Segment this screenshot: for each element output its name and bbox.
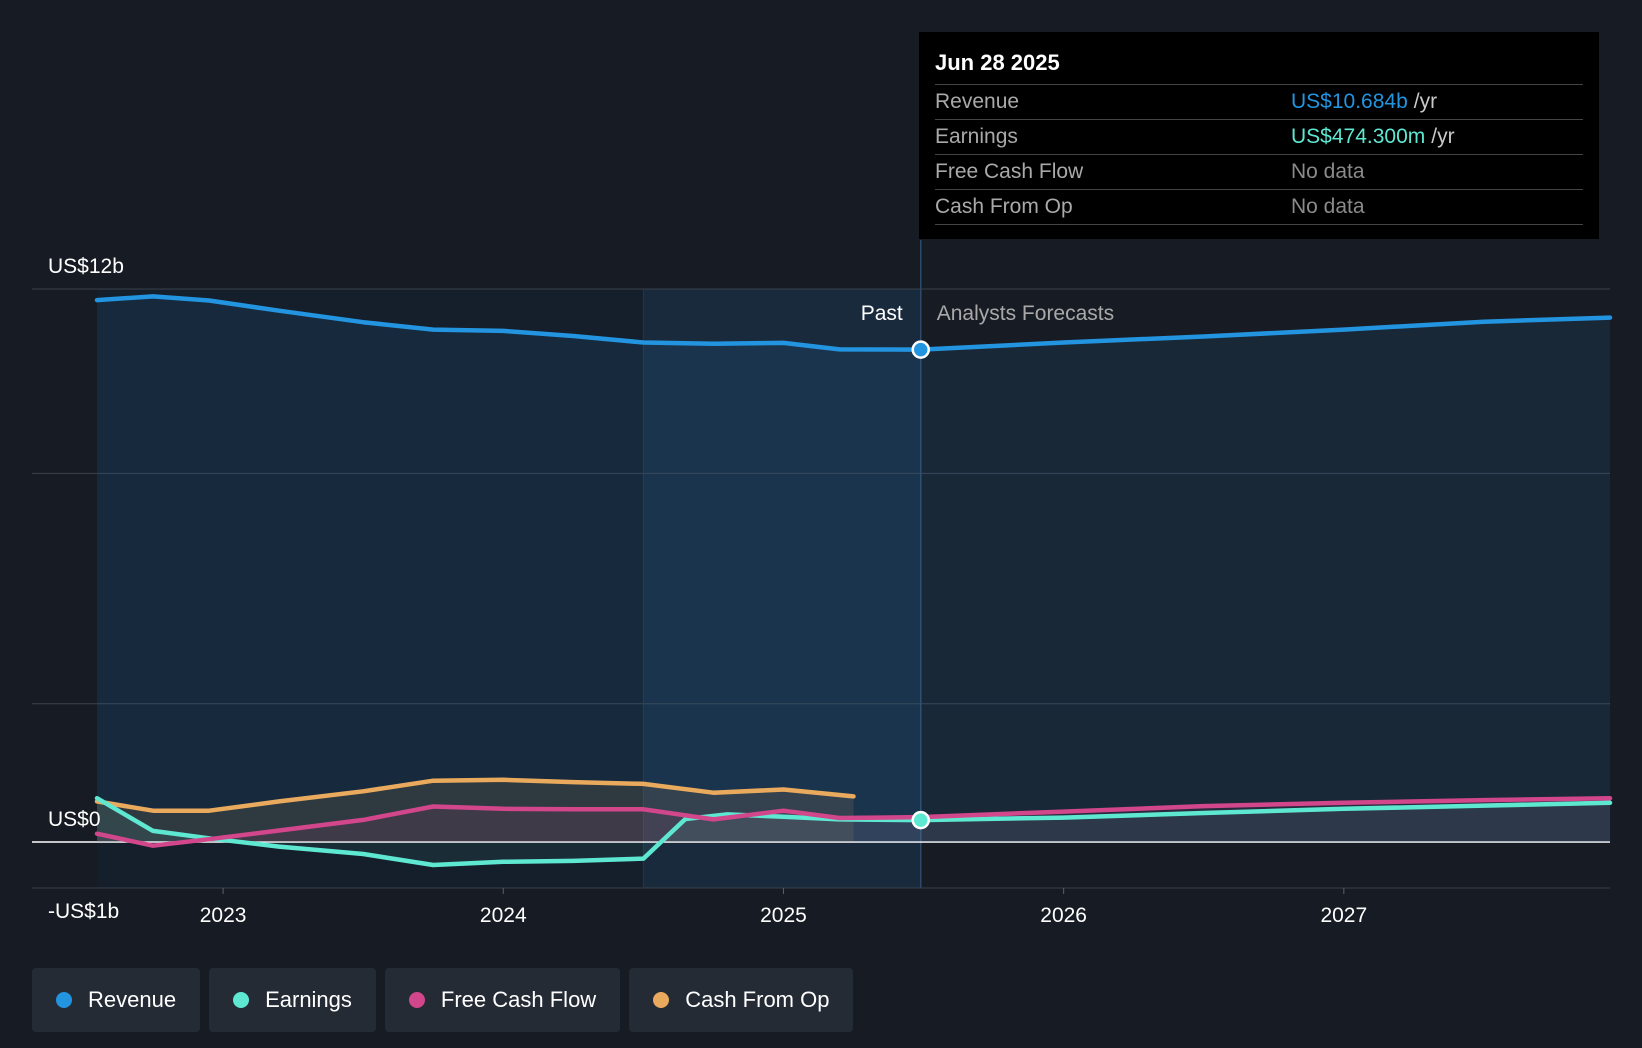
tooltip-value: No data xyxy=(1291,195,1365,218)
legend-label: Cash From Op xyxy=(685,987,830,1012)
tooltip-row-earnings: Earnings US$474.300m/yr xyxy=(935,119,1583,154)
tooltip-value: No data xyxy=(1291,160,1365,183)
tooltip-label: Free Cash Flow xyxy=(935,160,1084,183)
free-cash-flow-dot-icon xyxy=(408,992,425,1008)
cash-from-op-line xyxy=(94,777,856,813)
earnings-line xyxy=(94,795,1613,868)
legend-label: Earnings xyxy=(265,987,352,1012)
tooltip-date: Jun 28 2025 xyxy=(935,50,1060,75)
cash-from-op-area xyxy=(97,779,854,842)
y-tick-label: US$0 xyxy=(48,808,101,831)
cash-from-op-dot-icon xyxy=(653,992,670,1008)
legend-label: Revenue xyxy=(88,987,177,1012)
revenue-line xyxy=(94,294,1613,352)
legend-item-revenue[interactable]: Revenue xyxy=(32,968,201,1032)
tooltip-panel: Jun 28 2025 Revenue US$10.684b/yr Earnin… xyxy=(919,32,1599,239)
y-tick-label: -US$1b xyxy=(48,900,119,923)
tooltip-row-cash-from-op: Cash From Op No data xyxy=(935,189,1583,225)
tooltip-unit: /yr xyxy=(1431,125,1455,148)
tooltip-value: US$10.684b xyxy=(1291,90,1408,113)
x-tick-label: 2027 xyxy=(1320,904,1367,927)
x-tick-label: 2024 xyxy=(480,904,527,927)
revenue-marker xyxy=(911,340,930,359)
legend-item-cash-from-op[interactable]: Cash From Op xyxy=(629,968,854,1032)
tooltip-row-free-cash-flow: Free Cash Flow No data xyxy=(935,154,1583,189)
free-cash-flow-line xyxy=(94,795,1613,848)
x-tick-label: 2025 xyxy=(760,904,807,927)
legend-item-free-cash-flow[interactable]: Free Cash Flow xyxy=(384,968,621,1032)
forecast-label: Analysts Forecasts xyxy=(937,302,1114,325)
tooltip-unit: /yr xyxy=(1413,90,1438,113)
tooltip-label: Earnings xyxy=(935,125,1018,148)
x-tick-label: 2023 xyxy=(200,904,247,927)
tooltip-value: US$474.300m xyxy=(1291,125,1426,148)
earnings-area xyxy=(97,798,1610,865)
legend-label: Free Cash Flow xyxy=(440,987,597,1012)
legend-item-earnings[interactable]: Earnings xyxy=(209,968,376,1032)
earnings-dot-icon xyxy=(233,992,250,1008)
x-tick-label: 2026 xyxy=(1040,904,1087,927)
legend: Revenue Earnings Free Cash Flow Cash Fro… xyxy=(32,968,854,1032)
revenue-dot-icon xyxy=(56,992,72,1008)
tooltip-label: Cash From Op xyxy=(935,195,1073,218)
past-label: Past xyxy=(861,302,903,325)
revenue-area xyxy=(97,296,1610,842)
tooltip-label: Revenue xyxy=(935,90,1020,113)
y-tick-label: US$12b xyxy=(48,255,124,278)
tooltip-row-revenue: Revenue US$10.684b/yr xyxy=(935,84,1583,119)
earnings-marker xyxy=(911,810,930,830)
